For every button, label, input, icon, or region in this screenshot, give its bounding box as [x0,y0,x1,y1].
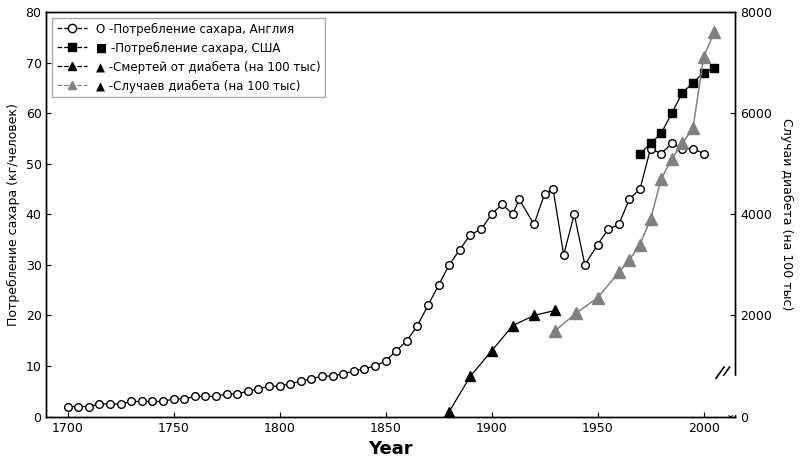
Text: 50: 50 [726,389,741,402]
Text: 0: 0 [726,407,734,420]
X-axis label: Year: Year [369,440,414,458]
Y-axis label: Случаи диабета (на 100 тыс): Случаи диабета (на 100 тыс) [780,118,793,311]
Text: 25: 25 [726,398,742,411]
Y-axis label: Потребление сахара (кг/человек): Потребление сахара (кг/человек) [7,103,20,326]
Text: 75: 75 [726,379,742,392]
Legend: O -Потребление сахара, Англия, ■ -Потребление сахара, США, ▲ -Смертей от диабета: O -Потребление сахара, Англия, ■ -Потреб… [52,18,326,97]
